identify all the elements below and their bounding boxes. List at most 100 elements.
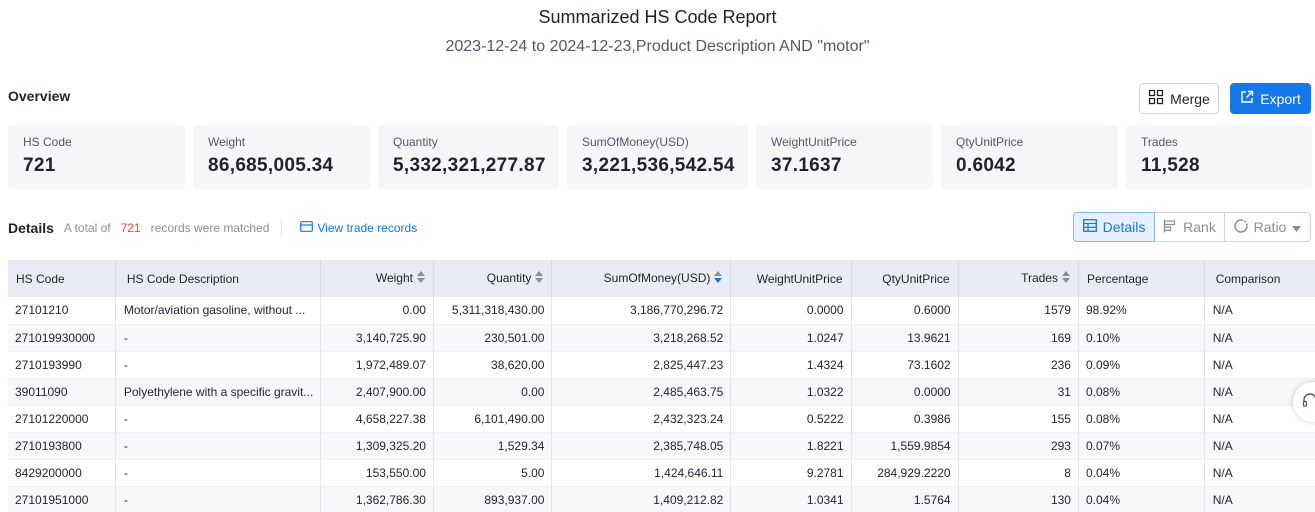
col-trades[interactable]: Trades <box>958 260 1079 297</box>
cell-qty-unit-price: 73.1602 <box>851 351 959 379</box>
table-row[interactable]: 2710193800-1,309,325.20 1,529.34 2,385,748… <box>8 432 1315 460</box>
cell-weight-unit-price: 1.0247 <box>730 324 852 352</box>
col-sum-of-money[interactable]: SumOfMoney(USD) <box>551 260 732 297</box>
sort-desc-icon[interactable] <box>714 271 723 286</box>
cell-weight: 1,972,489.07 <box>320 351 434 379</box>
cell-weight: 4,658,227.38 <box>320 405 434 433</box>
cell-weight: 3,140,725.90 <box>320 324 434 352</box>
cell-description: - <box>115 486 322 512</box>
card-label: Quantity <box>393 135 438 149</box>
export-label: Export <box>1260 90 1301 107</box>
cell-trades: 1579 <box>958 297 1079 325</box>
view-toggle-details[interactable]: Details <box>1073 212 1155 242</box>
cell-trades: 293 <box>958 432 1079 460</box>
table-row[interactable]: 8429200000-153,550.00 5.00 1,424,646.11 9.2… <box>8 459 1315 487</box>
sort-icon[interactable] <box>416 271 425 286</box>
cell-description: Motor/aviation gasoline, without ... <box>115 297 322 325</box>
card-value: 721 <box>23 155 56 176</box>
card-hs-code: HS Code 721 <box>8 125 185 189</box>
card-quantity: Quantity 5,332,321,277.87 <box>378 125 559 189</box>
card-label: SumOfMoney(USD) <box>582 135 689 149</box>
cell-comparison: N/A <box>1204 324 1315 352</box>
sort-icon[interactable] <box>535 271 544 286</box>
col-description: HS Code Description <box>115 260 322 297</box>
card-label: WeightUnitPrice <box>771 135 857 149</box>
col-hs-code: HS Code <box>8 260 116 297</box>
card-qty-unit-price: QtyUnitPrice 0.6042 <box>941 125 1118 189</box>
table-row[interactable]: 27101220000-4,658,227.38 6,101,490.00 2,43… <box>8 405 1315 433</box>
cell-weight-unit-price: 0.0000 <box>730 297 852 325</box>
card-value: 5,332,321,277.87 <box>393 155 546 176</box>
table-row[interactable]: 39011090 Polyethylene with a specific gra… <box>8 378 1315 406</box>
cell-weight: 153,550.00 <box>320 459 434 487</box>
cell-trades: 130 <box>958 486 1079 512</box>
merge-button[interactable]: Merge <box>1139 83 1219 114</box>
table-icon <box>1082 219 1097 235</box>
cell-quantity: 1,529.34 <box>433 432 553 460</box>
cell-percentage: 0.10% <box>1078 324 1205 352</box>
cell-hs-code: 2710193800 <box>8 432 116 460</box>
cell-comparison: N/A <box>1204 486 1315 512</box>
divider <box>281 221 283 235</box>
cell-sum-of-money: 2,485,463.75 <box>551 378 732 406</box>
cell-qty-unit-price: 0.3986 <box>851 405 959 433</box>
cell-quantity: 230,501.00 <box>433 324 553 352</box>
sort-icon[interactable] <box>1061 271 1070 286</box>
card-label: Weight <box>208 135 246 149</box>
card-trades: Trades 11,528 <box>1126 125 1312 189</box>
cell-qty-unit-price: 0.0000 <box>851 378 959 406</box>
total-count: 721 <box>120 221 141 235</box>
cell-comparison: N/A <box>1204 432 1315 460</box>
cell-hs-code: 271019930000 <box>8 324 116 352</box>
table-row[interactable]: 2710193990-1,972,489.07 38,620.00 2,825,44… <box>8 351 1315 379</box>
details-heading: Details <box>8 220 54 236</box>
merge-label: Merge <box>1170 90 1210 107</box>
cell-trades: 155 <box>958 405 1079 433</box>
card-value: 37.1637 <box>771 155 842 176</box>
cell-trades: 236 <box>958 351 1079 379</box>
col-comparison: Comparison <box>1204 260 1315 297</box>
export-button[interactable]: Export <box>1230 83 1311 114</box>
total-suffix: records were matched <box>150 221 270 235</box>
cell-qty-unit-price: 284,929.2220 <box>851 459 959 487</box>
overview-heading: Overview <box>8 88 71 104</box>
col-quantity[interactable]: Quantity <box>433 260 553 297</box>
col-weight-label: Weight <box>375 270 413 285</box>
details-header: Details A total of 721 records were matc… <box>8 218 417 238</box>
cell-qty-unit-price: 0.6000 <box>851 297 959 325</box>
view-trade-records-link[interactable]: View trade records <box>300 221 417 235</box>
cell-weight-unit-price: 1.4324 <box>730 351 852 379</box>
table-row[interactable]: 27101210 Motor/aviation gasoline, without… <box>8 297 1315 325</box>
cell-trades: 8 <box>958 459 1079 487</box>
cell-percentage: 0.08% <box>1078 405 1205 433</box>
view-toggle-ratio[interactable]: Ratio <box>1225 212 1311 242</box>
table-row[interactable]: 271019930000-3,140,725.90 230,501.00 3,218… <box>8 324 1315 352</box>
card-label: Trades <box>1141 135 1178 149</box>
rank-icon <box>1163 219 1177 236</box>
cell-weight-unit-price: 1.0341 <box>730 486 852 512</box>
cell-weight: 2,407,900.00 <box>320 378 434 406</box>
cell-weight: 1,309,325.20 <box>320 432 434 460</box>
cell-description: - <box>115 405 322 433</box>
cell-percentage: 0.04% <box>1078 486 1205 512</box>
caret-down-icon <box>1292 219 1302 235</box>
card-label: HS Code <box>23 135 72 149</box>
cell-quantity: 893,937.00 <box>433 486 553 512</box>
view-toggle-rank[interactable]: Rank <box>1155 212 1225 242</box>
cell-qty-unit-price: 1.5764 <box>851 486 959 512</box>
col-weight-unit-price: WeightUnitPrice <box>730 260 852 297</box>
hs-code-table: HS Code HS Code Description Weight Quant… <box>8 260 1315 512</box>
cell-weight-unit-price: 1.8221 <box>730 432 852 460</box>
cell-hs-code: 27101210 <box>8 297 116 325</box>
card-value: 3,221,536,542.54 <box>582 155 735 176</box>
view-trade-records-label: View trade records <box>317 221 418 235</box>
cell-weight: 1,362,786.30 <box>320 486 434 512</box>
col-weight[interactable]: Weight <box>320 260 434 297</box>
support-float-button[interactable] <box>1293 382 1315 422</box>
cell-sum-of-money: 3,186,770,296.72 <box>551 297 732 325</box>
cell-sum-of-money: 1,409,212.82 <box>551 486 732 512</box>
cell-comparison: N/A <box>1204 351 1315 379</box>
cell-percentage: 0.04% <box>1078 459 1205 487</box>
table-row[interactable]: 27101951000-1,362,786.30 893,937.00 1,409,… <box>8 486 1315 512</box>
report-subtitle: 2023-12-24 to 2024-12-23,Product Descrip… <box>445 38 870 55</box>
